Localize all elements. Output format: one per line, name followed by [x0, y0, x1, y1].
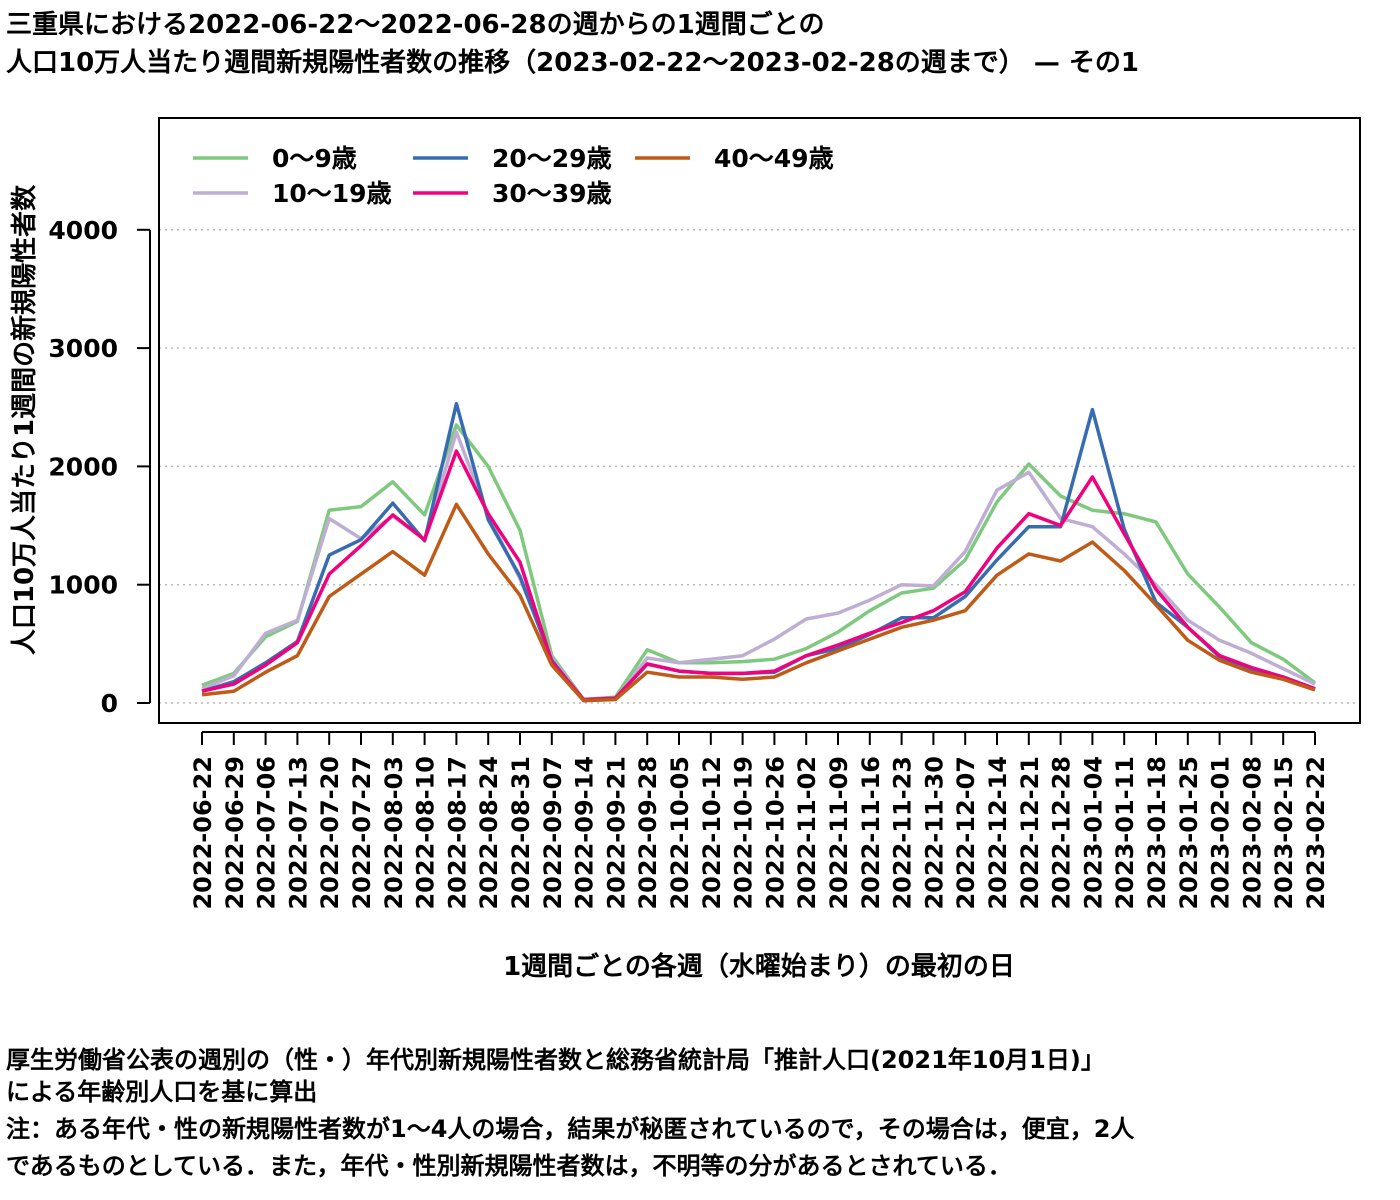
x-tick-label: 2023-01-04 — [1079, 756, 1107, 910]
y-axis: 0 1000 2000 3000 4000 — [48, 216, 151, 718]
y-tick-label-1000: 1000 — [48, 571, 118, 600]
x-tick-label: 2022-11-16 — [857, 756, 885, 910]
x-tick-label: 2022-07-13 — [284, 756, 312, 910]
x-tick-label: 2022-11-30 — [920, 756, 948, 910]
x-tick-label: 2023-01-11 — [1111, 756, 1139, 910]
x-axis-label: 1週間ごとの各週（水曜始まり）の最初の日 — [503, 951, 1015, 982]
x-tick-label: 2022-09-14 — [571, 756, 599, 910]
series-lines — [201, 401, 1317, 703]
x-tick-label: 2022-08-17 — [443, 756, 471, 910]
x-tick-label: 2022-08-10 — [412, 756, 440, 910]
legend-label-1: 10〜19歳 — [272, 179, 392, 208]
chart-title-line2: 人口10万人当たり週間新規陽性者数の推移（2023-02-22〜2023-02-… — [6, 48, 1139, 78]
x-tick-label: 2023-02-15 — [1270, 756, 1298, 910]
x-tick-label: 2022-11-09 — [825, 756, 853, 910]
x-tick-label: 2022-12-07 — [952, 756, 980, 910]
x-tick-label: 2022-09-28 — [634, 756, 662, 910]
x-tick-label: 2022-07-06 — [253, 756, 281, 910]
footnote-line-3: 注：ある年代・性の新規陽性者数が1〜4人の場合，結果が秘匿されているので，その場… — [6, 1115, 1135, 1143]
y-tick-label-3000: 3000 — [48, 334, 118, 363]
x-tick-label: 2022-12-28 — [1048, 756, 1076, 910]
y-axis-label: 人口10万人当たり1週間の新規陽性者数 — [9, 184, 40, 655]
y-tick-label-2000: 2000 — [48, 452, 118, 481]
x-tick-label: 2023-02-08 — [1238, 756, 1266, 910]
legend: 0〜9歳 10〜19歳 20〜29歳 30〜39歳 40〜49歳 — [193, 144, 834, 208]
x-tick-label: 2022-10-12 — [698, 756, 726, 910]
x-tick-label: 2022-12-14 — [984, 756, 1012, 910]
x-tick-label: 2022-10-19 — [730, 756, 758, 910]
x-tick-label: 2022-11-02 — [793, 756, 821, 910]
x-tick-label: 2022-08-03 — [380, 756, 408, 910]
x-tick-label: 2023-02-22 — [1302, 756, 1330, 910]
x-tick-label: 2022-09-21 — [602, 756, 630, 910]
legend-label-3: 30〜39歳 — [492, 179, 612, 208]
series-line-2 — [201, 401, 1316, 703]
y-tick-label-4000: 4000 — [48, 216, 118, 245]
x-tick-label: 2022-10-05 — [666, 756, 694, 910]
series-line-0 — [201, 423, 1317, 702]
x-tick-label: 2023-01-18 — [1143, 756, 1171, 910]
x-tick-label: 2022-06-29 — [221, 756, 249, 910]
series-line-3 — [201, 449, 1316, 702]
x-tick-label: 2023-01-25 — [1175, 756, 1203, 910]
x-tick-label: 2023-02-01 — [1207, 756, 1235, 910]
legend-label-2: 20〜29歳 — [492, 144, 612, 173]
x-tick-label: 2022-06-22 — [189, 756, 217, 910]
footnote-line-2: による年齢別人口を基に算出 — [6, 1078, 318, 1106]
x-tick-label: 2022-07-20 — [316, 756, 344, 910]
x-tick-label: 2022-10-26 — [761, 756, 789, 910]
x-tick-label: 2022-08-31 — [507, 756, 535, 910]
chart-title-line1: 三重県における2022-06-22〜2022-06-28の週からの1週間ごとの — [6, 10, 825, 40]
footnote-line-1: 厚生労働省公表の週別の（性・）年代別新規陽性者数と総務省統計局「推計人口(202… — [6, 1046, 1105, 1074]
x-axis: 2022-06-22 2022-06-29 2022-07-06 2022-07-13… — [189, 731, 1330, 910]
x-tick-label: 2022-08-24 — [475, 756, 503, 910]
x-tick-label: 2022-09-07 — [539, 756, 567, 910]
x-tick-label: 2022-12-21 — [1016, 756, 1044, 910]
x-tick-label: 2022-11-23 — [889, 756, 917, 910]
legend-label-0: 0〜9歳 — [272, 144, 357, 173]
gridlines — [159, 229, 1360, 704]
legend-label-4: 40〜49歳 — [714, 144, 834, 173]
footnote-line-4: であるものとしている．また，年代・性別新規陽性者数は，不明等の分があるとされてい… — [6, 1152, 1012, 1180]
y-tick-label-0: 0 — [101, 689, 118, 718]
x-tick-label: 2022-07-27 — [348, 756, 376, 910]
plot-border — [158, 117, 1361, 724]
series-line-4 — [201, 502, 1316, 703]
